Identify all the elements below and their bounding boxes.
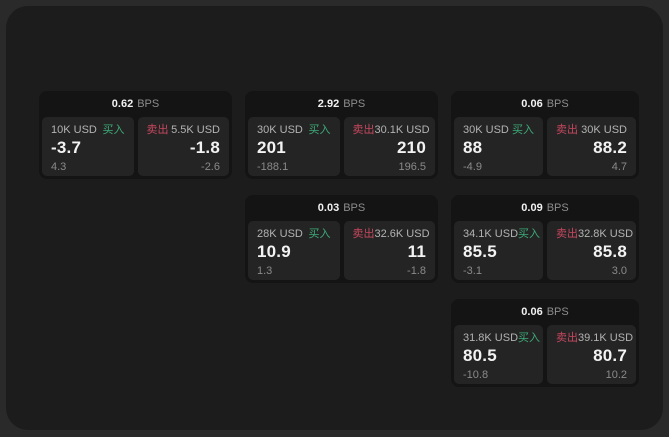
buy-price: 88 — [463, 138, 483, 157]
spread-value: 2.92 — [317, 98, 340, 110]
buy-panel[interactable]: 31.8K USD 买入 80.5 -10.8 — [454, 325, 543, 384]
quote-card: 0.09 BPS 34.1K USD 买入 85.5 -3.1 卖出 32.8K… — [451, 195, 639, 283]
buy-side-label: 买入 — [518, 332, 541, 344]
buy-price: 85.5 — [463, 242, 497, 261]
sell-side-label: 卖出 — [146, 124, 169, 136]
buy-price: -3.7 — [51, 138, 82, 157]
sell-panel[interactable]: 卖出 39.1K USD 80.7 10.2 — [547, 325, 636, 384]
buy-panel[interactable]: 10K USD 买入 -3.7 4.3 — [42, 117, 134, 176]
buy-panel[interactable]: 28K USD 买入 10.9 1.3 — [248, 221, 340, 280]
sell-side-label: 卖出 — [556, 124, 578, 136]
spread-header: 2.92 BPS — [245, 91, 438, 117]
sell-secondary-value: -1.8 — [407, 265, 426, 277]
spread-value: 0.06 — [521, 98, 543, 110]
sell-side-label: 卖出 — [556, 332, 578, 344]
spread-header: 0.03 BPS — [245, 195, 438, 221]
quote-card: 0.03 BPS 28K USD 买入 10.9 1.3 卖出 32.6K US… — [245, 195, 438, 283]
spread-value: 0.03 — [317, 202, 340, 214]
spread-value: 0.06 — [521, 306, 543, 318]
buy-side-label: 买入 — [512, 124, 534, 136]
buy-price: 80.5 — [463, 346, 497, 365]
buy-amount: 30K USD — [257, 124, 303, 136]
buy-panel[interactable]: 30K USD 买入 88 -4.9 — [454, 117, 543, 176]
buy-amount: 30K USD — [463, 124, 509, 136]
buy-secondary-value: 4.3 — [51, 161, 67, 173]
quote-card: 2.92 BPS 30K USD 买入 201 -188.1 卖出 30.1K … — [245, 91, 438, 179]
sell-price: 80.7 — [593, 346, 627, 365]
buy-secondary-value: -10.8 — [463, 369, 489, 381]
sell-price: -1.8 — [189, 138, 220, 157]
buy-amount: 34.1K USD — [463, 228, 519, 240]
sell-side-label: 卖出 — [352, 228, 375, 240]
buy-secondary-value: -188.1 — [257, 161, 289, 173]
spread-header: 0.06 BPS — [451, 299, 639, 325]
sell-panel[interactable]: 卖出 32.6K USD 11 -1.8 — [343, 221, 435, 280]
sell-price: 85.8 — [593, 242, 627, 261]
spread-value: 0.62 — [111, 98, 134, 110]
sell-secondary-value: 4.7 — [611, 161, 627, 173]
buy-secondary-value: 1.3 — [257, 265, 273, 277]
sell-amount: 39.1K USD — [578, 332, 634, 344]
buy-price: 10.9 — [257, 242, 291, 261]
quote-card: 0.06 BPS 31.8K USD 买入 80.5 -10.8 卖出 39.1… — [451, 299, 639, 387]
spread-header: 0.62 BPS — [39, 91, 232, 117]
sell-panel[interactable]: 卖出 32.8K USD 85.8 3.0 — [547, 221, 636, 280]
sell-panel[interactable]: 卖出 5.5K USD -1.8 -2.6 — [137, 117, 229, 176]
sell-amount: 5.5K USD — [171, 124, 220, 136]
quote-card: 0.62 BPS 10K USD 买入 -3.7 4.3 卖出 5.5K USD… — [39, 91, 232, 179]
buy-panel[interactable]: 30K USD 买入 201 -188.1 — [248, 117, 340, 176]
buy-amount: 31.8K USD — [463, 332, 519, 344]
buy-panel[interactable]: 34.1K USD 买入 85.5 -3.1 — [454, 221, 543, 280]
sell-amount: 32.6K USD — [374, 228, 430, 240]
buy-side-label: 买入 — [102, 124, 125, 136]
sell-side-label: 卖出 — [352, 124, 375, 136]
buy-side-label: 买入 — [518, 228, 541, 240]
buy-price: 201 — [257, 138, 286, 157]
sell-amount: 32.8K USD — [578, 228, 634, 240]
spread-header: 0.09 BPS — [451, 195, 639, 221]
buy-amount: 10K USD — [51, 124, 97, 136]
quote-card: 0.06 BPS 30K USD 买入 88 -4.9 卖出 30K USD 8… — [451, 91, 639, 179]
sell-secondary-value: 10.2 — [605, 369, 627, 381]
sell-price: 210 — [397, 138, 426, 157]
buy-side-label: 买入 — [308, 124, 331, 136]
spread-header: 0.06 BPS — [451, 91, 639, 117]
spread-unit-label: BPS — [546, 202, 569, 214]
sell-secondary-value: -2.6 — [201, 161, 220, 173]
sell-secondary-value: 196.5 — [398, 161, 426, 173]
spread-value: 0.09 — [521, 202, 543, 214]
sell-amount: 30K USD — [581, 124, 627, 136]
buy-secondary-value: -4.9 — [463, 161, 482, 173]
spread-unit-label: BPS — [343, 202, 366, 214]
buy-side-label: 买入 — [308, 228, 331, 240]
sell-panel[interactable]: 卖出 30.1K USD 210 196.5 — [343, 117, 435, 176]
sell-price: 11 — [407, 242, 426, 261]
sell-secondary-value: 3.0 — [611, 265, 627, 277]
spread-unit-label: BPS — [546, 98, 569, 110]
buy-amount: 28K USD — [257, 228, 303, 240]
spread-unit-label: BPS — [343, 98, 366, 110]
app-window: 0.62 BPS 10K USD 买入 -3.7 4.3 卖出 5.5K USD… — [6, 6, 663, 430]
buy-secondary-value: -3.1 — [463, 265, 482, 277]
sell-panel[interactable]: 卖出 30K USD 88.2 4.7 — [547, 117, 636, 176]
spread-unit-label: BPS — [137, 98, 160, 110]
sell-side-label: 卖出 — [556, 228, 578, 240]
sell-price: 88.2 — [593, 138, 627, 157]
spread-unit-label: BPS — [546, 306, 569, 318]
sell-amount: 30.1K USD — [374, 124, 430, 136]
